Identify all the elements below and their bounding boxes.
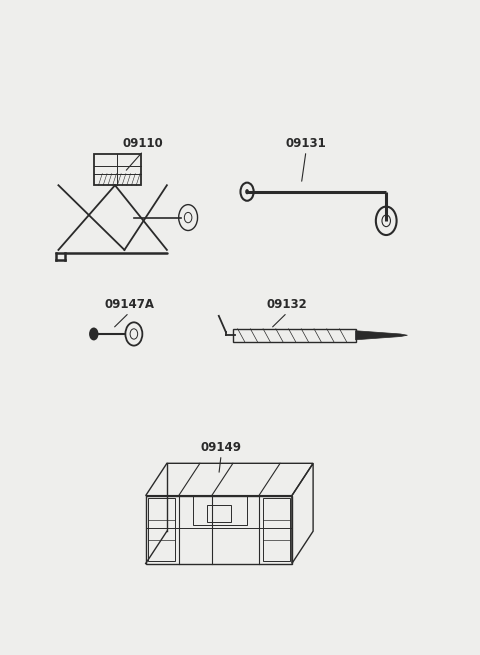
Bar xyxy=(193,496,247,525)
Bar xyxy=(233,329,356,342)
Circle shape xyxy=(382,215,390,227)
Circle shape xyxy=(125,322,143,346)
Text: 09110: 09110 xyxy=(123,137,164,149)
Polygon shape xyxy=(356,331,408,340)
Bar xyxy=(147,498,175,561)
Circle shape xyxy=(376,206,396,235)
Text: 09131: 09131 xyxy=(286,137,326,149)
Text: 09149: 09149 xyxy=(201,441,241,454)
Polygon shape xyxy=(145,463,313,496)
Circle shape xyxy=(130,329,138,339)
Text: 09132: 09132 xyxy=(267,298,308,311)
Bar xyxy=(263,498,290,561)
Circle shape xyxy=(245,189,249,195)
Bar xyxy=(207,505,230,522)
Circle shape xyxy=(89,328,98,341)
Text: 09147A: 09147A xyxy=(104,298,154,311)
Bar xyxy=(94,154,141,185)
Circle shape xyxy=(240,183,253,200)
